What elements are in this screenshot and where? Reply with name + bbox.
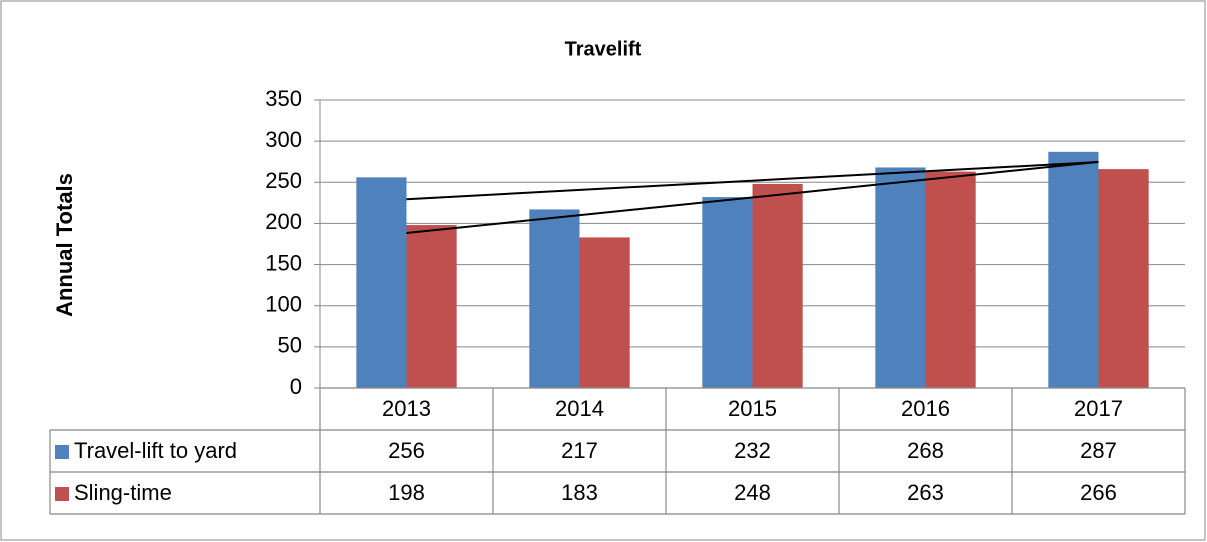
data-label: 263 — [907, 480, 944, 505]
trendline — [406, 160, 1099, 234]
y-axis-label: Annual Totals — [52, 173, 77, 317]
data-label: 266 — [1080, 480, 1117, 505]
trendline — [406, 161, 1099, 201]
y-tick-label: 350 — [265, 86, 302, 111]
y-tick-label: 200 — [265, 209, 302, 234]
y-tick-label: 150 — [265, 250, 302, 275]
y-tick-label: 0 — [290, 374, 302, 399]
bar — [406, 225, 457, 388]
bar — [875, 167, 926, 388]
bar — [752, 183, 803, 388]
data-label: 256 — [388, 438, 425, 463]
x-tick-label: 2015 — [728, 396, 777, 421]
x-tick-label: 2014 — [555, 396, 604, 421]
legend-key — [55, 445, 69, 459]
bar — [356, 177, 407, 388]
y-tick-label: 100 — [265, 292, 302, 317]
data-label: 232 — [734, 438, 771, 463]
bar — [702, 197, 753, 388]
data-label: 183 — [561, 480, 598, 505]
y-tick-label: 250 — [265, 168, 302, 193]
legend-label: Sling-time — [74, 480, 172, 505]
bar — [1098, 169, 1149, 388]
x-tick-label: 2013 — [382, 396, 431, 421]
legend-key — [55, 487, 69, 501]
x-tick-label: 2017 — [1074, 396, 1123, 421]
bar — [579, 237, 630, 388]
data-label: 287 — [1080, 438, 1117, 463]
data-label: 268 — [907, 438, 944, 463]
bar — [529, 209, 580, 388]
data-label: 248 — [734, 480, 771, 505]
chart-title: Travelift — [565, 38, 642, 60]
data-label: 198 — [388, 480, 425, 505]
x-tick-label: 2016 — [901, 396, 950, 421]
bar — [925, 171, 976, 388]
bar — [1048, 151, 1099, 388]
legend-label: Travel-lift to yard — [74, 438, 237, 463]
data-label: 217 — [561, 438, 598, 463]
y-tick-label: 300 — [265, 127, 302, 152]
y-tick-label: 50 — [278, 333, 302, 358]
